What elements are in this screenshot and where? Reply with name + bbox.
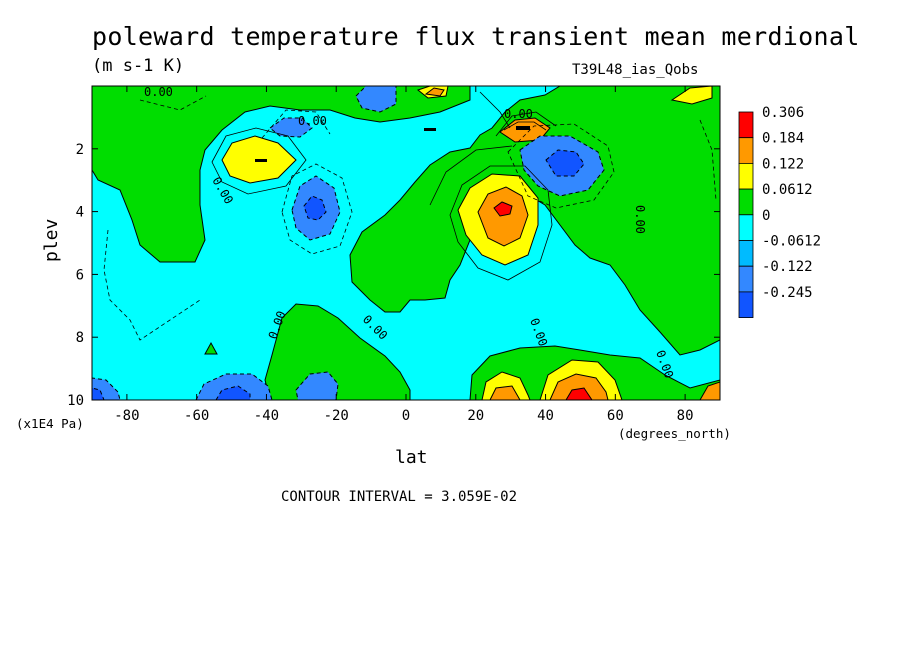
y-tick-label: 6 (76, 267, 84, 283)
black-mark-2 (255, 159, 267, 162)
orange-cell-top (424, 87, 445, 97)
positive-region-south (264, 303, 411, 400)
dataset-label: T39L48_ias_Qobs (572, 62, 699, 78)
darkblue-cell-north (545, 149, 585, 177)
orange-cell-bottom-left (489, 385, 521, 400)
colorbar-swatch (738, 214, 754, 241)
contour-interval: CONTOUR INTERVAL = 3.059E-02 (281, 489, 517, 505)
colorbar-swatch (738, 137, 754, 164)
contour-line-top-right (479, 91, 511, 129)
colorbar-label: 0 (762, 208, 770, 224)
positive-region-speck (204, 341, 218, 355)
colorbar-swatch (738, 162, 754, 190)
blue-cell-bottom-small (295, 371, 339, 400)
red-cell-north (493, 201, 513, 217)
black-mark-3 (516, 126, 530, 130)
dashed-contour-3 (103, 229, 201, 341)
colorbar-label: 0.122 (762, 156, 804, 172)
colorbar-swatch (738, 291, 754, 318)
chart-title: poleward temperature flux transient mean… (92, 22, 860, 51)
orange-cell-corner (699, 381, 720, 400)
x-axis-label: lat (395, 447, 428, 468)
colorbar: 0.306 0.184 0.122 0.0612 0 -0.0612 -0.122 -0.24… (738, 105, 821, 318)
colorbar-label: 0.0612 (762, 182, 813, 198)
x-tick-label: 60 (607, 408, 624, 424)
level-darkblue-layer (92, 149, 585, 400)
y-tick-label: 2 (76, 142, 84, 158)
blue-cell-top (355, 86, 397, 113)
orange-cell-north (477, 186, 529, 247)
x-tick-label: -40 (254, 408, 279, 424)
contour-label: 0.00 (633, 205, 647, 234)
black-marks (255, 126, 530, 162)
contour-line-south (211, 127, 307, 195)
y-tick-label: 8 (76, 330, 84, 346)
x-tick-label: 40 (537, 408, 554, 424)
y-tick-label: 10 (67, 393, 84, 409)
colorbar-swatch (738, 188, 754, 216)
orange-cell-bottom (549, 373, 609, 400)
x-axis: -80 -60 -40 -20 0 20 40 60 80 (114, 86, 694, 424)
x-tick-label: 0 (402, 408, 410, 424)
contour-line-north-2 (429, 145, 513, 206)
x-tick-label: 20 (467, 408, 484, 424)
contour-label: 0.00 (504, 107, 533, 121)
dashed-contour-1 (281, 163, 353, 255)
colorbar-label: -0.122 (762, 259, 813, 275)
yellow-cell-top (670, 86, 713, 105)
colorbar-label: -0.245 (762, 285, 813, 301)
colorbar-label: 0.184 (762, 131, 804, 147)
colorbar-swatch (738, 240, 754, 267)
contour-line-upper (495, 111, 557, 137)
y-axis-units: (x1E4 Pa) (16, 416, 84, 431)
contour-label: 0.00 (298, 114, 327, 128)
y-axis: 2 4 6 8 10 (67, 142, 720, 409)
contour-label: 0.00 (144, 85, 173, 99)
colorbar-swatch (738, 111, 754, 139)
dashed-contour-6 (261, 109, 331, 139)
contour-lines (211, 91, 557, 281)
y-tick-label: 4 (76, 205, 84, 221)
contour-line-north-1 (449, 165, 553, 281)
level-red-layer (493, 201, 593, 400)
darkblue-cell-bottom (215, 385, 251, 400)
colorbar-label: -0.0612 (762, 234, 821, 250)
x-tick-label: -20 (324, 408, 349, 424)
red-cell-bottom (565, 387, 593, 400)
level-orange-layer (424, 87, 720, 400)
positive-region-center (349, 86, 720, 356)
x-tick-label: -80 (114, 408, 139, 424)
black-mark-1 (424, 128, 436, 131)
positive-region-layer (92, 86, 720, 400)
dashed-contour-4 (699, 119, 717, 201)
y-axis-label: plev (41, 219, 62, 262)
positive-region-top (92, 86, 471, 263)
colorbar-label: 0.306 (762, 105, 804, 121)
dashed-contour-2 (507, 123, 615, 209)
darkblue-cell-corner (92, 387, 105, 400)
x-axis-units: (degrees_north) (618, 426, 731, 441)
darkblue-cell-south (303, 195, 327, 221)
dashed-contour-lines (103, 95, 717, 341)
chart-units: (m s-1 K) (92, 56, 185, 76)
x-tick-label: 80 (677, 408, 694, 424)
colorbar-swatch (738, 265, 754, 293)
x-tick-label: -60 (184, 408, 209, 424)
contour-field: 0.00 0.00 0.00 0.00 0.00 0.00 0.00 0.00 … (92, 85, 720, 400)
blue-cell-upper (269, 117, 313, 138)
